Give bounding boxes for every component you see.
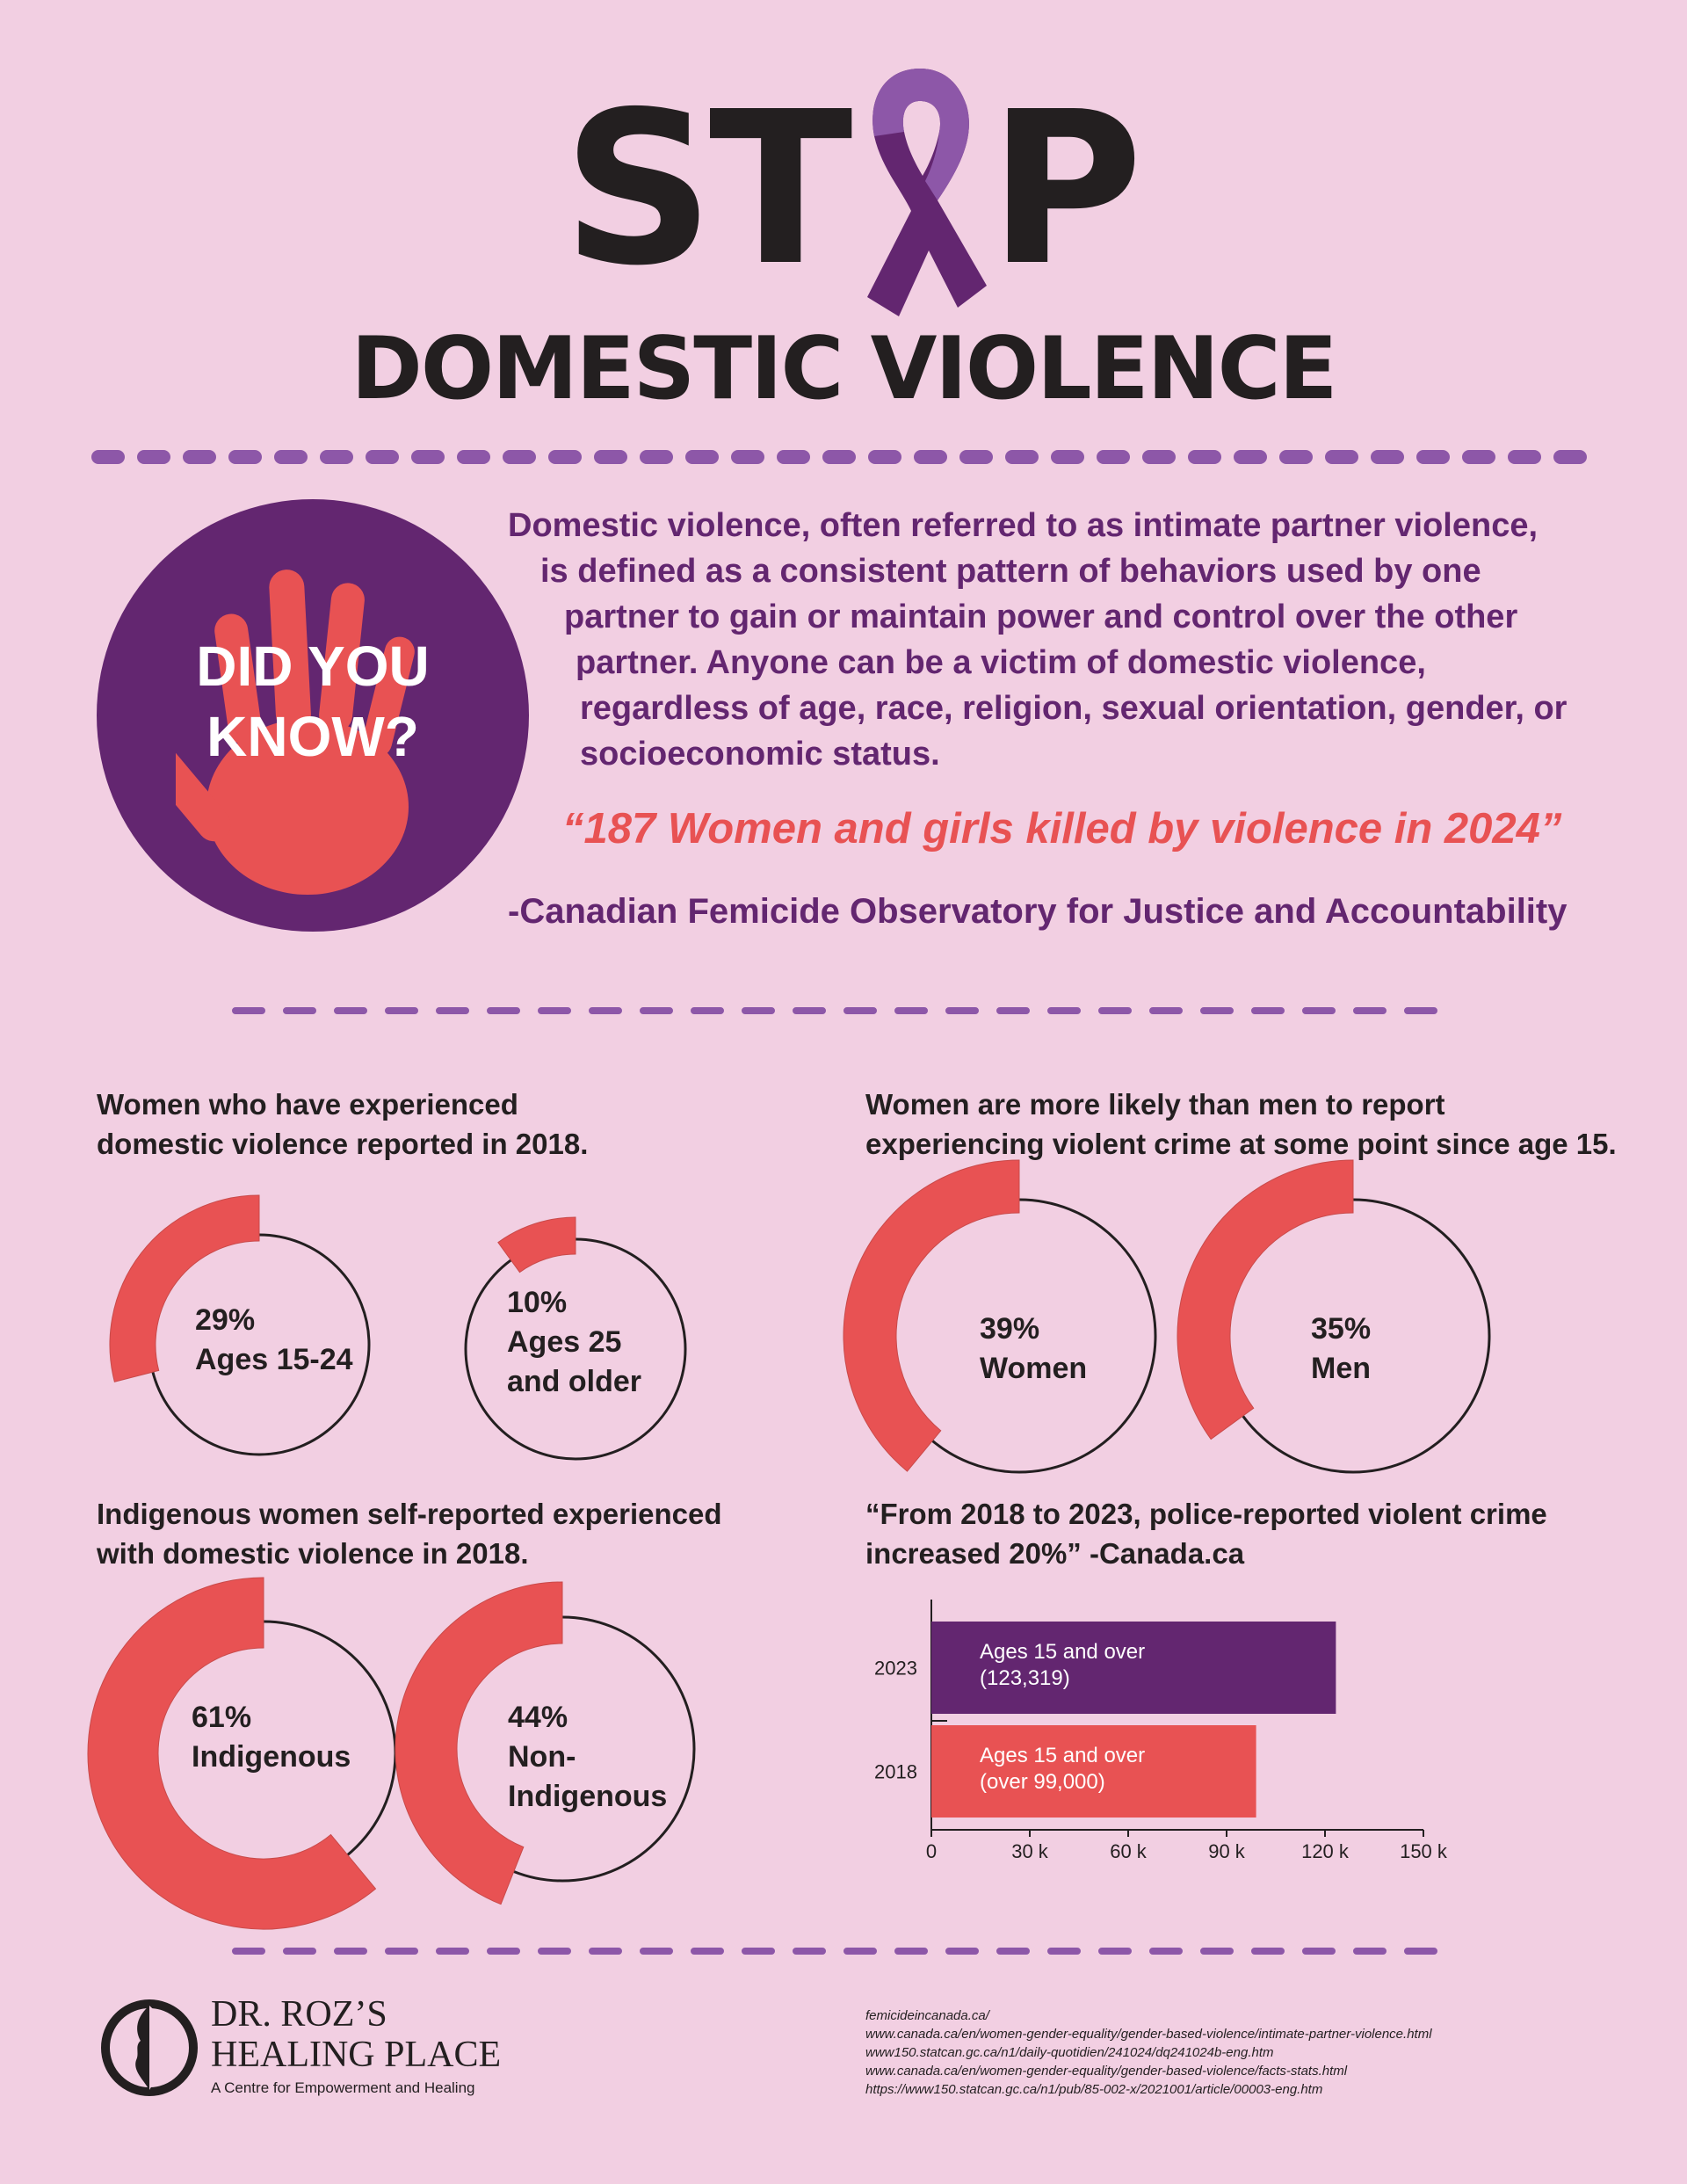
- stat-caption: Ages 15-24: [195, 1343, 353, 1376]
- healing-place-logo: DR. ROZ’S HEALING PLACE A Centre for Emp…: [101, 1995, 558, 2101]
- x-tick-label: 0: [926, 1840, 937, 1862]
- stat-percent: 35%: [1311, 1312, 1372, 1346]
- stat-caption: and older: [507, 1365, 642, 1398]
- stat-label-women: 39% Women: [980, 1310, 1087, 1389]
- stat-caption: Men: [1311, 1352, 1371, 1385]
- did-you-know-line2: KNOW?: [206, 705, 419, 768]
- bar-2023: [931, 1622, 1336, 1714]
- x-tick-label: 60 k: [1110, 1840, 1148, 1862]
- donut-chart-women: [843, 1159, 1157, 1474]
- stat-label-ages-25-older: 10% Ages 25 and older: [507, 1283, 641, 1402]
- women-men-heading: Women are more likely than men to report…: [865, 1085, 1617, 1164]
- reference-link[interactable]: www150.statcan.gc.ca/n1/daily-quotidien/…: [865, 2045, 1274, 2060]
- stat-caption: Ages 25: [507, 1325, 622, 1359]
- definition-line-2: is defined as a consistent pattern of be…: [540, 553, 1481, 590]
- heading-line: increased 20%” -Canada.ca: [865, 1537, 1245, 1570]
- donut-segment: [87, 1577, 377, 1930]
- heading-line: Indigenous women self-reported experienc…: [97, 1498, 722, 1530]
- page-subtitle: DOMESTIC VIOLENCE: [351, 319, 1338, 419]
- police-heading: “From 2018 to 2023, police-reported viol…: [865, 1494, 1547, 1573]
- x-tick-label: 120 k: [1301, 1840, 1350, 1862]
- donut-chart-ages-15-24: [109, 1194, 371, 1456]
- women-2018-heading: Women who have experienced domestic viol…: [97, 1085, 588, 1164]
- definition-line-5: regardless of age, race, religion, sexua…: [580, 690, 1568, 727]
- donut-segment: [1177, 1159, 1354, 1440]
- heading-line: domestic violence reported in 2018.: [97, 1128, 589, 1160]
- heading-line: experiencing violent crime at some point…: [865, 1128, 1617, 1160]
- did-you-know-line1: DID YOU: [196, 635, 430, 698]
- handprint-icon: [176, 570, 415, 895]
- donut-segment: [109, 1194, 260, 1382]
- stat-caption: Women: [980, 1352, 1088, 1385]
- x-tick-label: 90 k: [1208, 1840, 1246, 1862]
- dashed-divider-bottom: [232, 1948, 1455, 1955]
- stat-percent: 29%: [195, 1303, 256, 1337]
- donut-chart-non-indigenous: [395, 1581, 696, 1905]
- donut-chart-ages-25-older: [464, 1216, 687, 1461]
- heading-line: “From 2018 to 2023, police-reported viol…: [865, 1498, 1547, 1530]
- stat-caption: Indigenous: [192, 1740, 351, 1774]
- donut-segment: [395, 1581, 563, 1905]
- heading-line: with domestic violence in 2018.: [97, 1537, 529, 1570]
- category-label: 2023: [874, 1658, 917, 1680]
- definition-line-6: socioeconomic status.: [580, 736, 940, 773]
- did-you-know-badge: DID YOU KNOW?: [97, 499, 529, 932]
- quote-source: -Canadian Femicide Observatory for Justi…: [508, 892, 1568, 931]
- references-list: femicideincanada.ca/ www.canada.ca/en/wo…: [865, 2006, 1432, 2099]
- reference-link[interactable]: femicideincanada.ca/: [865, 2008, 989, 2023]
- logo-tagline: A Centre for Empowerment and Healing: [211, 2079, 475, 2096]
- category-label: 2018: [874, 1761, 917, 1783]
- did-you-know-text: DID YOU KNOW?: [97, 631, 529, 772]
- femicide-quote: “187 Women and girls killed by violence …: [562, 805, 1562, 853]
- dashed-divider-middle: [232, 1007, 1455, 1014]
- logo-line-1: DR. ROZ’S: [211, 1994, 387, 2035]
- stat-percent: 10%: [507, 1286, 568, 1319]
- reference-link[interactable]: www.canada.ca/en/women-gender-equality/g…: [865, 2064, 1348, 2079]
- stop-title-left: ST: [562, 66, 853, 312]
- bar-data-label: (123,319): [980, 1666, 1070, 1690]
- logo-line-2: HEALING PLACE: [211, 2035, 502, 2075]
- reference-link[interactable]: www.canada.ca/en/women-gender-equality/g…: [865, 2027, 1432, 2042]
- reference-link[interactable]: https://www150.statcan.gc.ca/n1/pub/85-0…: [865, 2082, 1323, 2097]
- police-violent-crime-bar-chart: 0 30 k 60 k 90 k 120 k 150 k 2023 Ages 15 and o…: [874, 1600, 1448, 1862]
- donut-segment: [497, 1216, 576, 1273]
- faces-logo-icon: [101, 1999, 198, 2096]
- bar-data-label: Ages 15 and over: [980, 1640, 1145, 1664]
- stat-label-ages-15-24: 29% Ages 15-24: [195, 1301, 353, 1380]
- heading-line: Women are more likely than men to report: [865, 1088, 1445, 1121]
- stat-percent: 39%: [980, 1312, 1040, 1346]
- donut-chart-men: [1177, 1159, 1491, 1474]
- definition-line-3: partner to gain or maintain power and co…: [564, 599, 1518, 635]
- definition-line-4: partner. Anyone can be a victim of domes…: [576, 644, 1426, 681]
- stat-label-non-indigenous: 44% Non- Indigenous: [508, 1698, 667, 1817]
- indigenous-heading: Indigenous women self-reported experienc…: [97, 1494, 721, 1573]
- bar-data-label: Ages 15 and over: [980, 1744, 1145, 1767]
- bar-data-label: (over 99,000): [980, 1770, 1105, 1794]
- stat-caption: Indigenous: [508, 1780, 668, 1813]
- stop-title-right: P: [988, 66, 1143, 312]
- heading-line: Women who have experienced: [97, 1088, 518, 1121]
- stat-label-men: 35% Men: [1311, 1310, 1371, 1389]
- dotted-divider-top: [91, 450, 1596, 464]
- definition-line-1: Domestic violence, often referred to as …: [508, 507, 1539, 544]
- stop-title: ST P: [562, 62, 1143, 316]
- stat-percent: 44%: [508, 1701, 568, 1734]
- stat-caption: Non-: [508, 1740, 576, 1774]
- x-tick-label: 150 k: [1400, 1840, 1448, 1862]
- bar-2018: [931, 1725, 1256, 1818]
- stat-label-indigenous: 61% Indigenous: [192, 1698, 351, 1777]
- donut-segment: [843, 1159, 1020, 1472]
- x-tick-label: 30 k: [1011, 1840, 1049, 1862]
- awareness-ribbon-icon: [867, 69, 987, 316]
- stat-percent: 61%: [192, 1701, 252, 1734]
